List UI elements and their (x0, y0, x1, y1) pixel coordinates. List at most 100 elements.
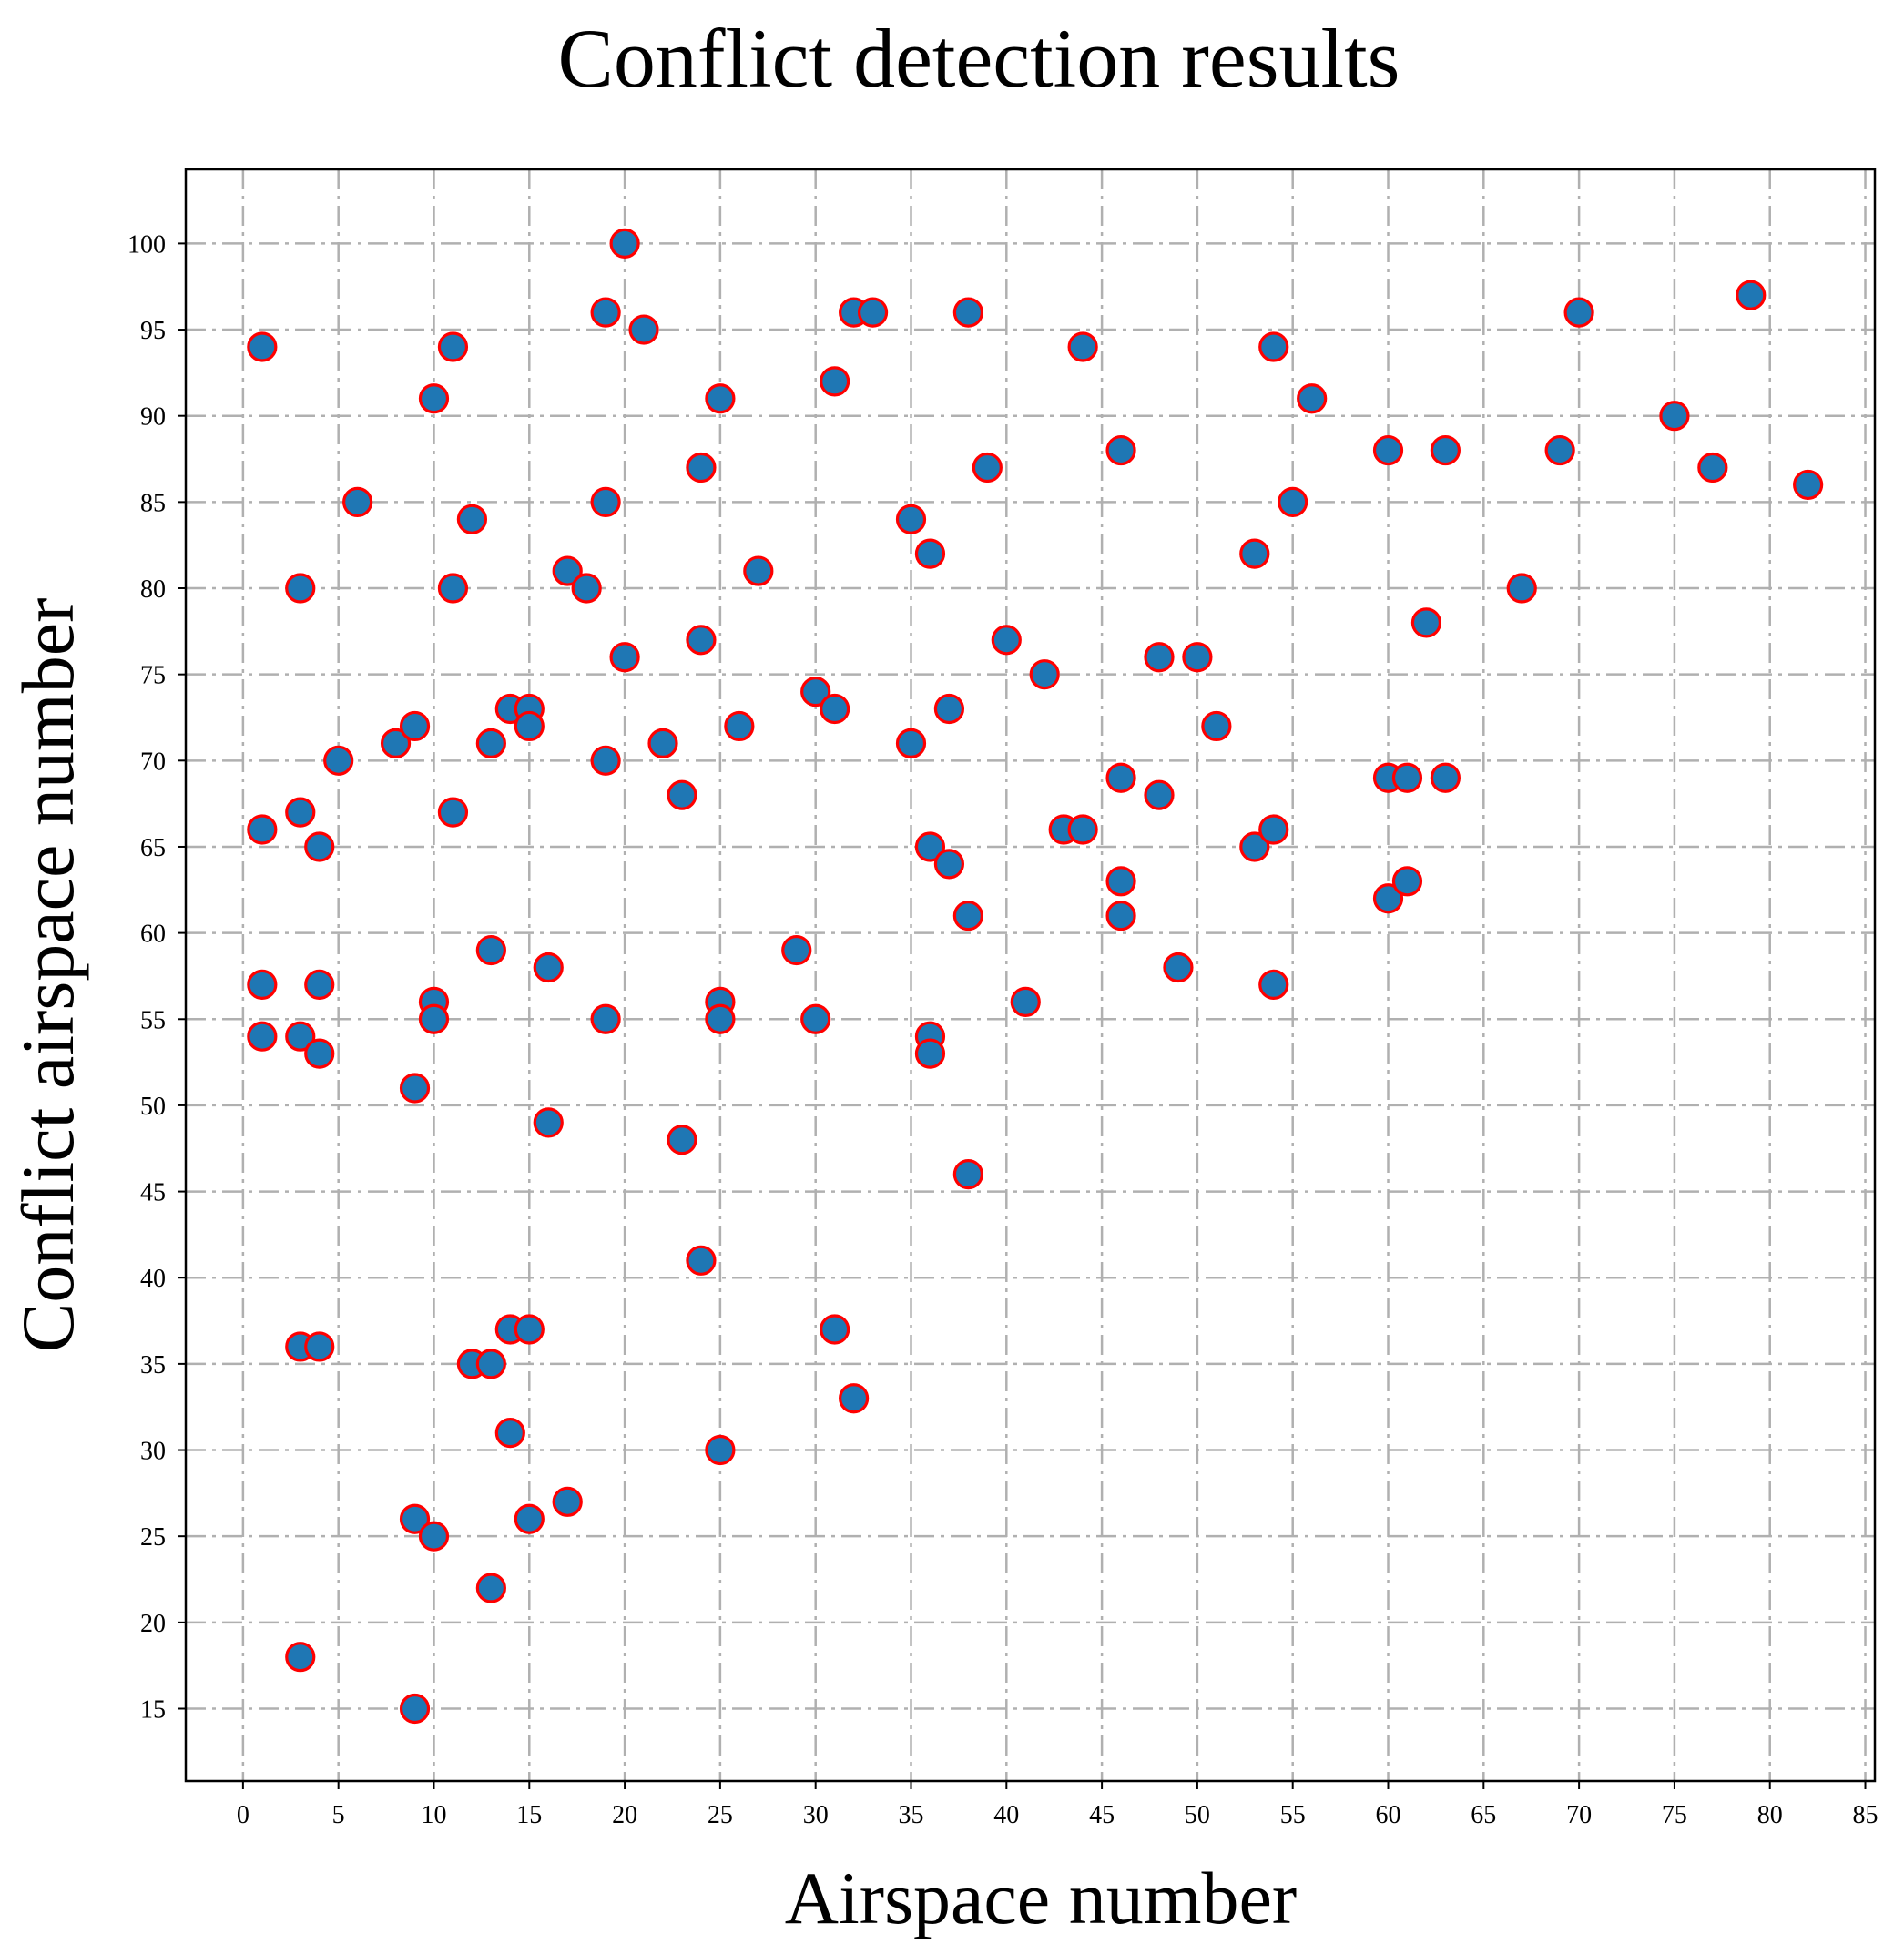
y-tick-label: 35 (140, 1351, 166, 1379)
data-point (1278, 486, 1308, 517)
data-point (323, 745, 354, 776)
data-point (1297, 383, 1328, 414)
data-point (285, 1021, 316, 1052)
data-point (743, 555, 774, 586)
data-point (304, 1331, 335, 1362)
data-point (705, 383, 736, 414)
data-point (285, 797, 316, 828)
data-point (304, 831, 335, 862)
data-point (437, 331, 469, 362)
data-point (514, 1314, 545, 1345)
data-point (475, 728, 506, 758)
x-axis-label: Airspace number (785, 1857, 1297, 1939)
x-tick-label: 10 (421, 1801, 446, 1829)
y-tick-label: 20 (140, 1610, 166, 1638)
data-point (1067, 814, 1098, 845)
data-point (456, 504, 488, 534)
plot-frame (184, 168, 1877, 1783)
data-point (1372, 883, 1404, 914)
data-point (781, 934, 812, 966)
data-point (380, 728, 412, 758)
data-point (1793, 469, 1824, 501)
data-point (952, 901, 983, 931)
data-point (914, 831, 946, 862)
data-point (1029, 659, 1060, 690)
data-point (820, 1314, 850, 1345)
y-tick-label: 70 (140, 748, 166, 776)
data-point (247, 331, 278, 362)
data-point (933, 849, 965, 880)
data-point (590, 297, 621, 328)
data-point (1258, 814, 1289, 845)
data-point (933, 693, 965, 725)
x-tick-label: 80 (1757, 1801, 1783, 1829)
data-point (686, 625, 717, 656)
x-tick-label: 0 (237, 1801, 249, 1829)
data-point (418, 1003, 450, 1034)
data-point (1144, 642, 1175, 673)
data-point (552, 555, 583, 586)
data-point (800, 1003, 831, 1034)
x-tick-label: 45 (1089, 1801, 1115, 1829)
data-point (1105, 434, 1136, 466)
data-point (647, 728, 678, 758)
data-point (1258, 331, 1289, 362)
data-point (247, 814, 278, 845)
data-point (895, 728, 927, 758)
y-axis-label: Conflict airspace number (6, 598, 89, 1353)
data-point (1105, 901, 1136, 931)
data-point (418, 1521, 450, 1552)
data-point (1659, 401, 1690, 432)
data-points (247, 228, 1824, 1725)
data-point (820, 366, 850, 397)
data-point (1010, 986, 1041, 1017)
y-tick-label: 45 (140, 1179, 166, 1207)
data-point (1144, 779, 1175, 810)
x-tick-label: 30 (803, 1801, 829, 1829)
x-tick-label: 55 (1280, 1801, 1306, 1829)
data-point (342, 486, 373, 517)
data-point (800, 676, 831, 707)
data-point (1201, 710, 1232, 742)
data-point (304, 969, 335, 1001)
data-point (247, 1021, 278, 1052)
data-point (1430, 762, 1461, 793)
x-tick-label: 65 (1471, 1801, 1496, 1829)
x-tick-label: 40 (993, 1801, 1019, 1829)
y-tick-label: 100 (127, 230, 166, 259)
data-point (437, 573, 469, 604)
x-tick-label: 5 (332, 1801, 345, 1829)
data-point (1697, 452, 1728, 483)
data-point (914, 1038, 946, 1069)
data-point (475, 934, 506, 966)
data-point (304, 1038, 335, 1069)
data-point (724, 710, 755, 742)
data-point (590, 745, 621, 776)
data-point (1391, 866, 1423, 897)
x-tick-label: 50 (1185, 1801, 1210, 1829)
data-point (1258, 969, 1289, 1001)
y-tick-label: 90 (140, 403, 166, 432)
data-point (533, 952, 564, 983)
data-point (952, 297, 983, 328)
data-point (952, 1159, 983, 1190)
y-tick-label: 60 (140, 921, 166, 949)
axis-ticks (178, 242, 1867, 1789)
x-tick-label: 25 (708, 1801, 733, 1829)
data-point (475, 1573, 506, 1603)
data-point (1506, 573, 1537, 604)
grid-lines (186, 169, 1875, 1781)
data-point (285, 573, 316, 604)
y-tick-label: 85 (140, 489, 166, 517)
y-tick-label: 50 (140, 1093, 166, 1121)
data-point (418, 383, 450, 414)
data-point (1563, 297, 1594, 328)
data-point (1391, 762, 1423, 793)
chart-title: Conflict detection results (558, 12, 1400, 105)
y-tick-label: 40 (140, 1265, 166, 1293)
data-point (399, 710, 431, 742)
data-point (705, 1434, 736, 1466)
data-point (628, 314, 659, 345)
data-point (437, 797, 469, 828)
